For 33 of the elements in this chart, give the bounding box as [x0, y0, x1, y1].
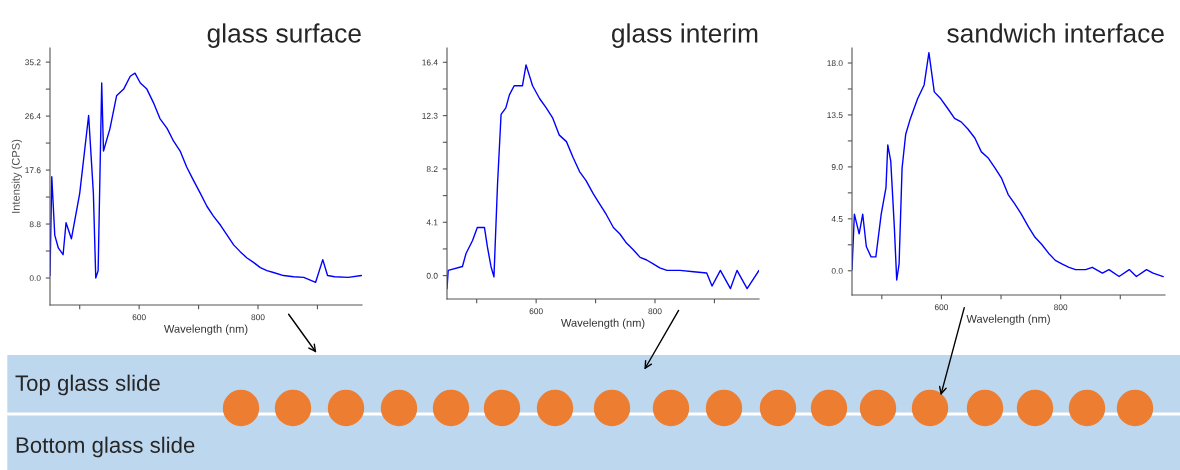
x-axis-title: Wavelength (nm) [966, 314, 1050, 325]
y-tick-label: 8.2 [426, 166, 438, 173]
chart-title: sandwich interface [947, 23, 1164, 43]
y-tick-label: 18.0 [827, 60, 843, 67]
y-tick-label: 4.1 [426, 219, 438, 226]
y-tick-label: 0.0 [831, 267, 843, 274]
y-tick-label: 0.0 [426, 272, 438, 279]
y-tick-label: 8.8 [29, 221, 41, 228]
y-tick-label: 4.5 [831, 216, 843, 222]
y-tick-label: 9.0 [831, 164, 843, 170]
y-axis-title: Intensity (CPS) [11, 139, 22, 213]
text: Bottom glass slide [16, 436, 195, 458]
y-tick-label: 17.6 [25, 167, 41, 174]
chart-title: glass interim [612, 23, 758, 48]
x-tick-label: 800 [648, 308, 662, 315]
y-tick-label: 16.4 [422, 59, 438, 66]
line-series [50, 72, 362, 284]
x-tick-label: 600 [132, 314, 146, 321]
x-tick-label: 800 [1054, 304, 1068, 311]
chart-title: glass surface [207, 23, 361, 48]
x-axis-title: Wavelength (nm) [560, 318, 645, 329]
line-series [447, 64, 759, 290]
x-axis-title: Wavelength (nm) [163, 324, 248, 335]
y-tick-label: 13.5 [827, 112, 843, 119]
x-tick-label: 600 [934, 304, 949, 311]
x-tick-label: 800 [251, 314, 265, 321]
x-tick-label: 600 [529, 308, 543, 315]
y-tick-label: 0.0 [29, 275, 41, 282]
y-tick-label: 35.2 [25, 59, 41, 66]
line-series [852, 51, 1164, 281]
text: Top glass slide [15, 374, 160, 396]
y-tick-label: 26.4 [25, 113, 41, 120]
y-tick-label: 12.3 [422, 112, 438, 119]
